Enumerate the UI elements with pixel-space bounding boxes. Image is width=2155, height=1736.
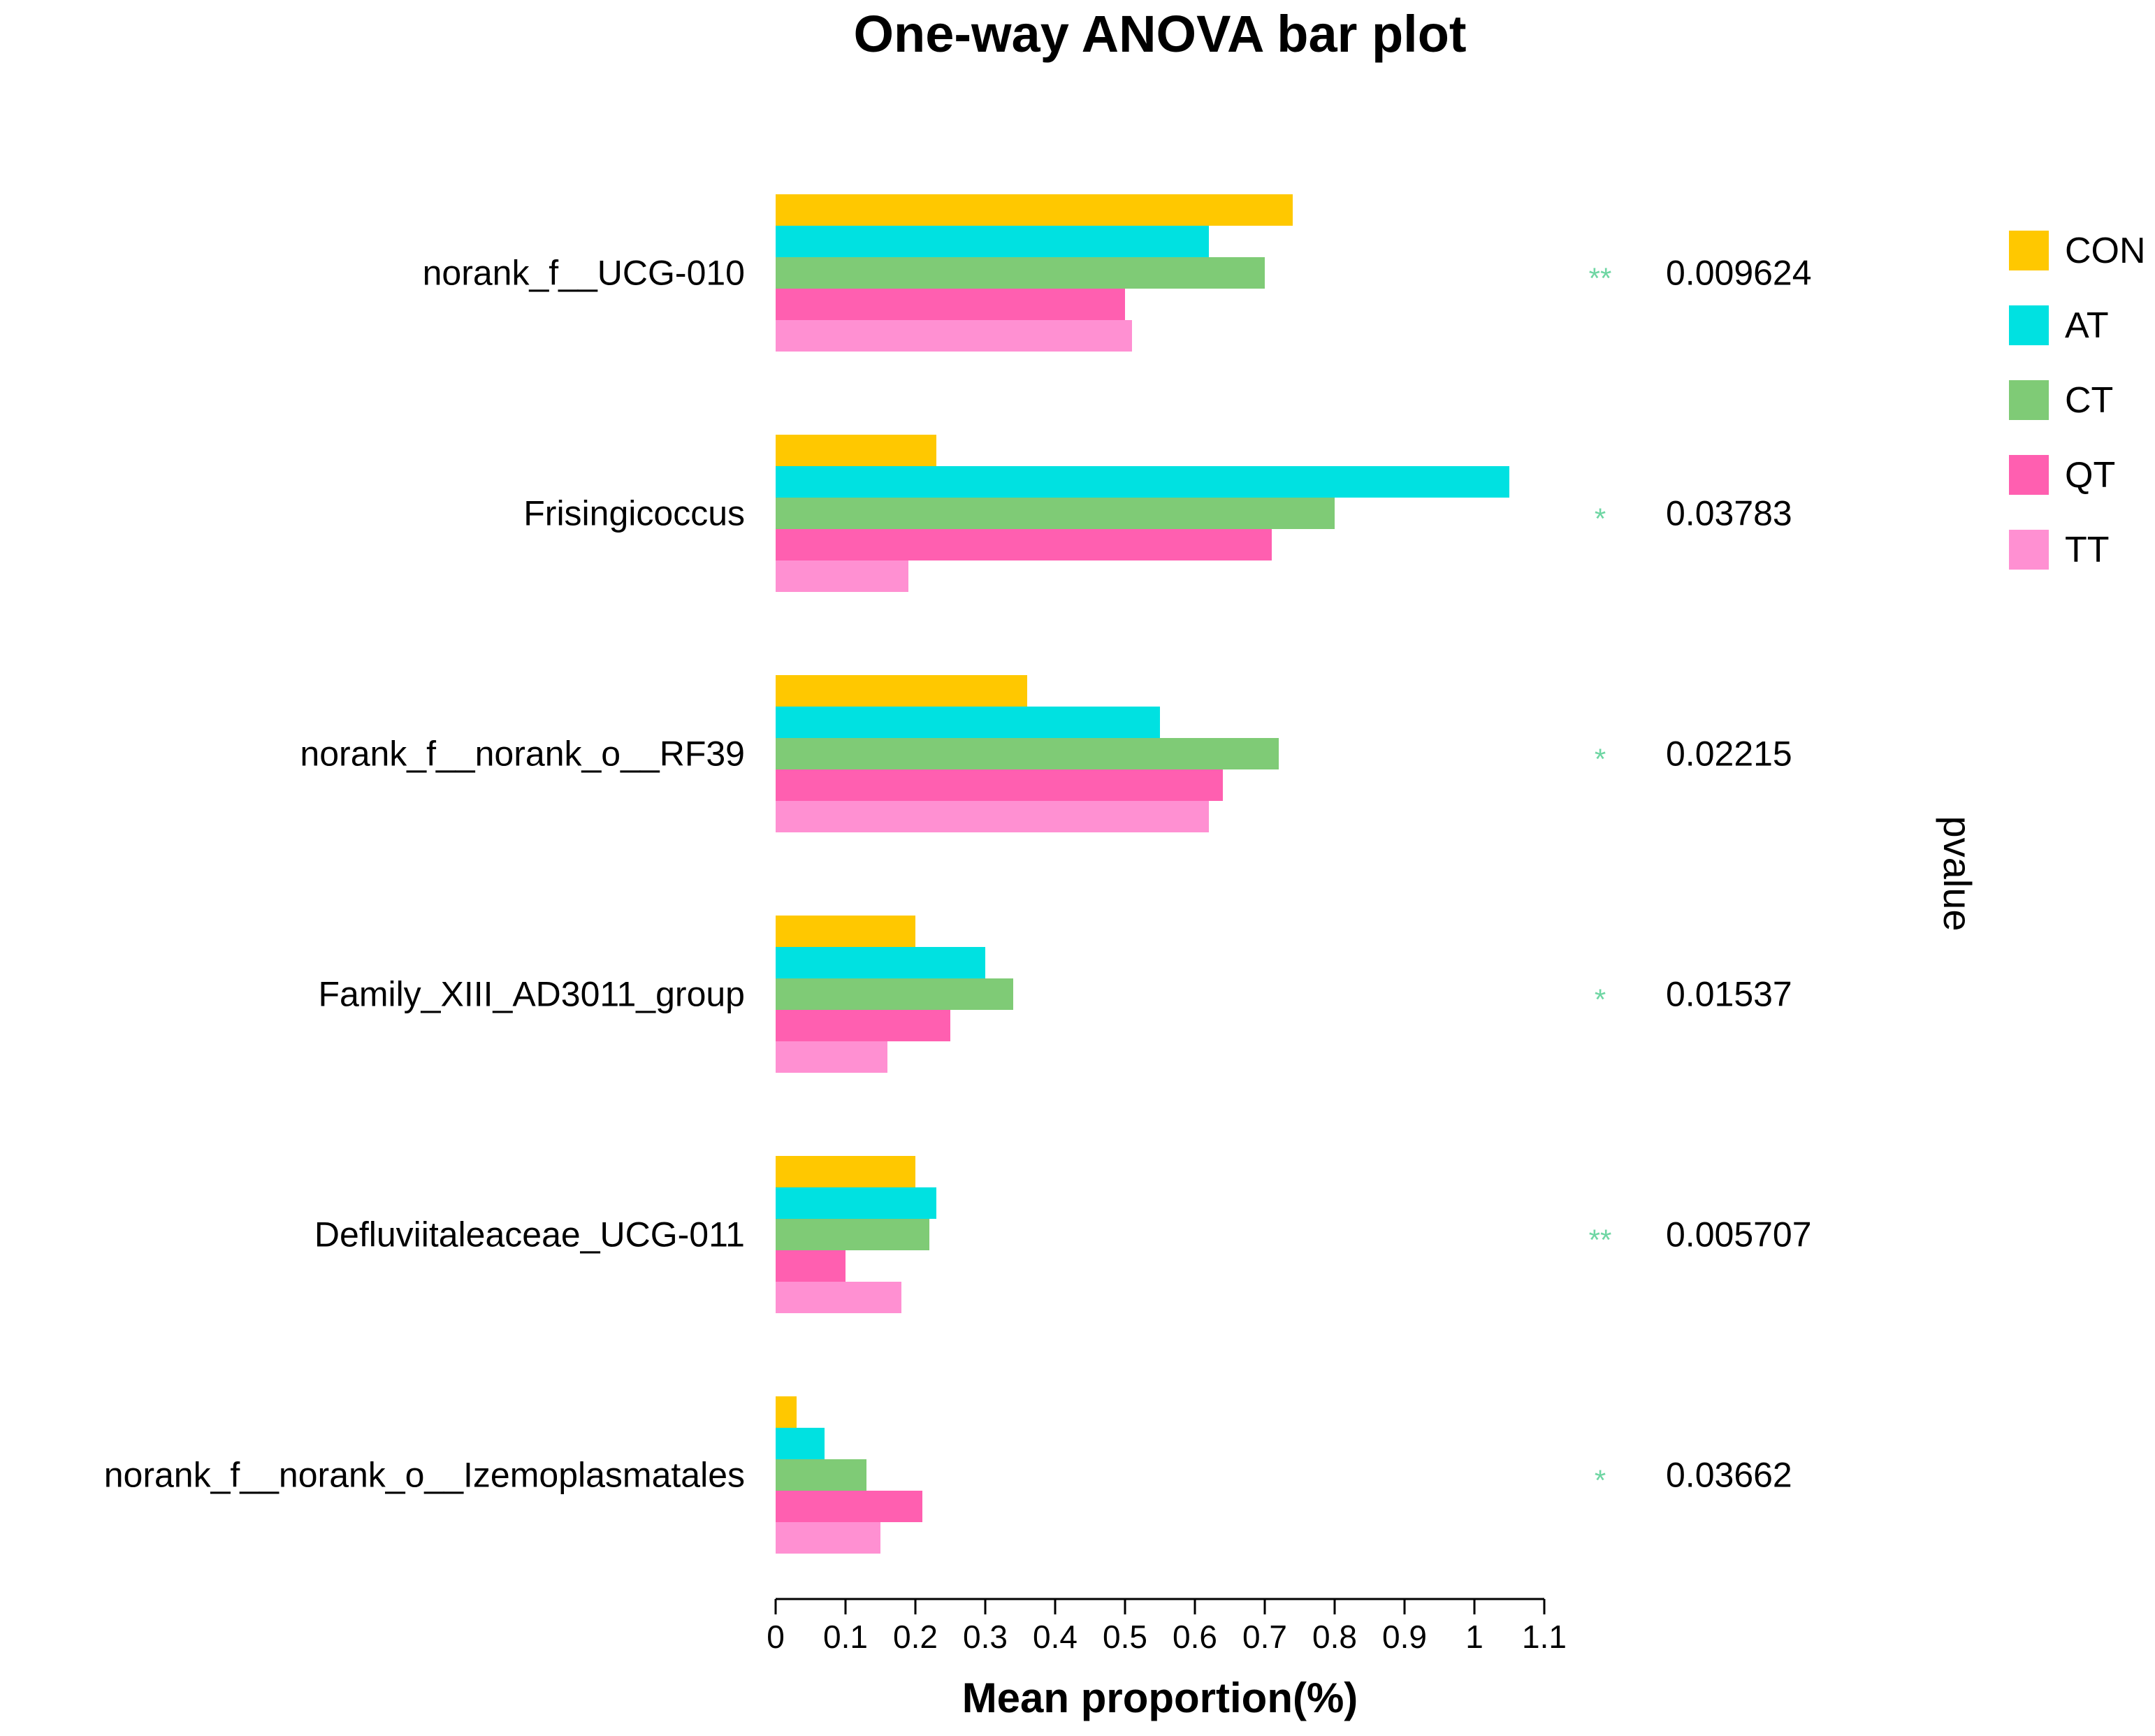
x-tick-label: 0.2 [893, 1619, 938, 1655]
bar-ct [776, 978, 1013, 1010]
bar-con [776, 194, 1293, 226]
significance-marker: ** [1589, 262, 1612, 295]
bar-at [776, 947, 985, 978]
bar-at [776, 466, 1509, 498]
bar-ct [776, 1459, 866, 1491]
bar-tt [776, 320, 1132, 352]
bar-tt [776, 1522, 880, 1554]
x-tick-label: 1 [1465, 1619, 1483, 1655]
significance-marker: ** [1589, 1224, 1612, 1257]
category-label: Defluviitaleaceae_UCG-011 [314, 1215, 745, 1254]
bar-con [776, 1396, 797, 1428]
bar-qt [776, 1491, 922, 1522]
pvalue-label: 0.02215 [1666, 735, 1792, 774]
x-tick-label: 0.7 [1242, 1619, 1287, 1655]
category-label: norank_f__UCG-010 [423, 254, 745, 293]
x-tick-label: 0.5 [1103, 1619, 1147, 1655]
bar-tt [776, 801, 1209, 832]
bar-at [776, 1428, 825, 1459]
x-tick-label: 1.1 [1522, 1619, 1567, 1655]
bar-ct [776, 738, 1279, 769]
legend: CON AT CT QT TT [2009, 231, 2146, 570]
legend-label-con: CON [2065, 231, 2146, 271]
legend-label-tt: TT [2065, 530, 2110, 570]
pvalue-axis-label: pvalue [1936, 816, 1980, 931]
x-tick-label: 0.1 [823, 1619, 868, 1655]
bar-qt [776, 289, 1125, 320]
x-axis-label: Mean proportion(%) [962, 1674, 1358, 1721]
bar-at [776, 226, 1209, 257]
bar-con [776, 1156, 915, 1187]
bar-qt [776, 1010, 950, 1041]
bar-ct [776, 498, 1335, 529]
pvalue-label: 0.01537 [1666, 975, 1792, 1014]
significance-marker: * [1595, 743, 1606, 776]
legend-label-at: AT [2065, 305, 2109, 346]
bar-qt [776, 769, 1223, 801]
x-tick-label: 0 [767, 1619, 785, 1655]
bar-tt [776, 560, 908, 592]
bar-con [776, 916, 915, 947]
significance-marker: * [1595, 502, 1606, 535]
bar-at [776, 1187, 936, 1219]
category-label: Frisingicoccus [523, 494, 745, 533]
pvalue-label: 0.03783 [1666, 494, 1792, 533]
bar-qt [776, 1250, 846, 1282]
bar-at [776, 707, 1160, 738]
significance-marker: * [1595, 983, 1606, 1016]
legend-swatch-ct [2009, 380, 2049, 420]
x-tick-label: 0.3 [963, 1619, 1008, 1655]
chart-title: One-way ANOVA bar plot [853, 5, 1466, 63]
legend-swatch-qt [2009, 455, 2049, 495]
pvalue-labels: 0.009624 0.03783 0.02215 0.01537 0.005707 0.0… [1666, 254, 1812, 1495]
bar-con [776, 435, 936, 466]
bar-con [776, 675, 1027, 707]
significance-marker: * [1595, 1464, 1606, 1497]
x-axis: 0 0.1 0.2 0.3 0.4 0.5 0.6 0.7 0.8 0.9 1 1.1 [767, 1598, 1567, 1655]
pvalue-label: 0.03662 [1666, 1456, 1792, 1495]
pvalue-label: 0.009624 [1666, 254, 1812, 293]
legend-swatch-at [2009, 305, 2049, 345]
bar-ct [776, 1219, 929, 1250]
category-labels: norank_f__UCG-010 Frisingicoccus norank_f_… [104, 254, 745, 1495]
x-tick-label: 0.8 [1312, 1619, 1357, 1655]
legend-swatch-con [2009, 231, 2049, 270]
x-tick-label: 0.9 [1382, 1619, 1427, 1655]
bar-qt [776, 529, 1272, 560]
bar-tt [776, 1282, 901, 1313]
x-tick-label: 0.6 [1173, 1619, 1217, 1655]
category-label: Family_XIII_AD3011_group [318, 975, 745, 1014]
legend-swatch-tt [2009, 530, 2049, 570]
category-label: norank_f__norank_o__RF39 [300, 735, 745, 774]
x-tick-label: 0.4 [1033, 1619, 1078, 1655]
legend-label-qt: QT [2065, 455, 2115, 496]
bars [776, 194, 1509, 1554]
legend-label-ct: CT [2065, 380, 2113, 421]
significance-markers: ******** [1589, 262, 1612, 1497]
pvalue-label: 0.005707 [1666, 1215, 1812, 1254]
bar-tt [776, 1041, 887, 1073]
bar-ct [776, 257, 1265, 289]
category-label: norank_f__norank_o__Izemoplasmatales [104, 1456, 745, 1495]
